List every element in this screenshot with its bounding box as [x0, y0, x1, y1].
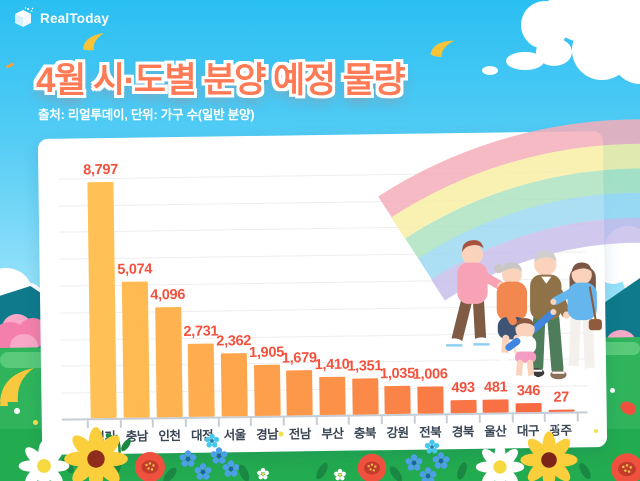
grass-highlight [596, 342, 640, 355]
yellow-bush [0, 368, 34, 406]
bar [154, 307, 183, 418]
bar [515, 402, 542, 413]
bar [188, 343, 216, 417]
bar [482, 399, 510, 413]
bar-column: 1,351 [345, 134, 383, 415]
bar [319, 376, 346, 416]
bar [286, 370, 314, 416]
flower-strip [18, 425, 640, 481]
family-illustration [445, 240, 602, 383]
bar-column: 2,731 [182, 136, 219, 417]
bar [253, 364, 281, 416]
bar [87, 182, 118, 419]
family-woman [550, 262, 602, 376]
bar-value-label: 1,905 [249, 344, 285, 361]
realtoday-cube-icon [15, 7, 34, 27]
decor-dot [33, 420, 38, 425]
bar-column: 5,074 [116, 137, 153, 418]
logo-text: RealToday [40, 10, 110, 26]
bar [384, 386, 412, 415]
bar-column: 1,035 [378, 134, 416, 415]
leaf-decoration [430, 40, 455, 57]
bar [450, 399, 477, 414]
cloud-puff [482, 66, 498, 75]
bar-value-label: 5,074 [117, 261, 153, 278]
bar-column: 2,362 [214, 136, 252, 417]
bar-value-label: 8,797 [83, 162, 119, 179]
page-title: 4월 시·도별 분양 예정 물량 [36, 61, 406, 100]
cloud-puff [506, 52, 544, 70]
family-man [445, 240, 505, 349]
bar-value-label: 1,679 [281, 350, 317, 367]
bar-value-label: 2,362 [216, 332, 252, 350]
page-subtitle: 출처: 리얼투데이, 단위: 가구 수(일반 분양) [38, 108, 255, 122]
bar-column: 4,096 [149, 137, 186, 418]
bar-value-label: 1,410 [314, 356, 350, 374]
bar-column: 1,679 [280, 135, 317, 416]
leaf-decoration [5, 62, 15, 69]
family-grandfather [528, 250, 571, 380]
bar-column: 8,797 [83, 138, 121, 419]
bar-column: 1,410 [312, 135, 350, 416]
bar [548, 409, 575, 412]
family-child [505, 308, 557, 383]
decor-dot [14, 408, 20, 414]
bar [121, 281, 150, 418]
leaf-decoration [83, 33, 104, 51]
bar-value-label: 1,035 [380, 365, 416, 383]
bar-value-label: 4,096 [150, 287, 186, 304]
bar-value-label: 1,351 [347, 357, 383, 375]
bar-column: 1,905 [247, 136, 284, 416]
bar [351, 378, 379, 415]
realtoday-logo: RealToday [12, 7, 109, 29]
bar-value-label: 2,731 [183, 323, 219, 340]
bar [220, 352, 248, 417]
decor-dot [610, 388, 615, 393]
